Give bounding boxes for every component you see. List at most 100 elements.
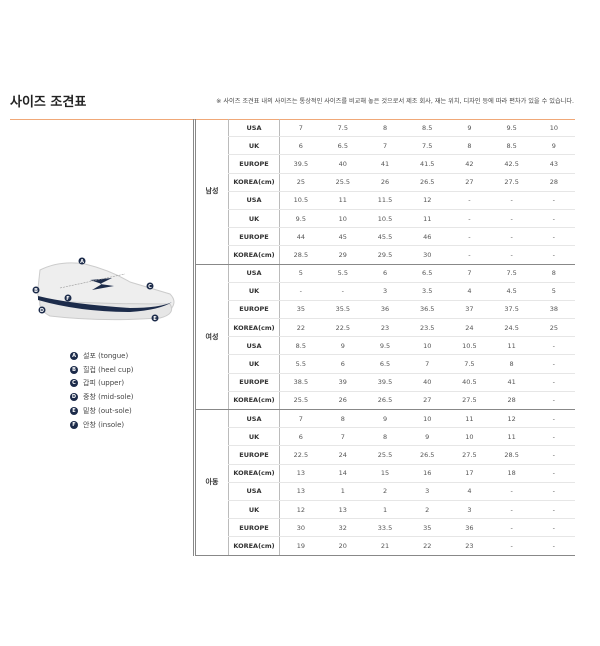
size-cell: 41 — [363, 154, 407, 174]
svg-text:D: D — [40, 308, 44, 314]
table-row: 남성 USA 7 7.5 8 8.5 9 9.5 10 — [194, 119, 575, 265]
table-row: KOREA(cm) 22 22.5 23 23.5 24 24.5 25 — [195, 318, 575, 338]
size-cell: - — [490, 536, 533, 556]
svg-text:F: F — [66, 296, 69, 302]
badge-d-icon: D — [70, 393, 78, 402]
size-cell: 2 — [363, 481, 407, 501]
size-cell: 35 — [279, 300, 322, 320]
shoe-diagram-image: A B C D E F — [32, 257, 175, 322]
size-cell: 5.5 — [321, 264, 364, 283]
size-cell: 8.5 — [279, 336, 322, 356]
size-cell: 27 — [448, 173, 491, 192]
size-cell: 9 — [363, 409, 407, 429]
size-cell: 6.5 — [406, 264, 449, 283]
size-cell: 22 — [279, 318, 322, 338]
size-cell: 28.5 — [490, 445, 533, 465]
size-cell: - — [448, 190, 491, 210]
size-cell: 9.5 — [490, 119, 533, 138]
size-cell: 9 — [406, 427, 449, 447]
table-row: UK 12 13 1 2 3- - — [195, 500, 575, 520]
size-cell: 9.5 — [279, 209, 322, 229]
size-cell: 8 — [363, 427, 407, 447]
size-cell: 10 — [406, 336, 449, 356]
size-cell: - — [490, 190, 533, 210]
size-system-label: USA — [228, 481, 280, 501]
size-cell: 41.5 — [406, 154, 449, 174]
size-system-label: KOREA(cm) — [228, 536, 280, 556]
size-cell: 29.5 — [363, 245, 407, 265]
size-cell: 9 — [532, 136, 575, 156]
size-cell: 40.5 — [448, 373, 491, 392]
size-cell: - — [532, 518, 575, 538]
size-system-label: UK — [228, 427, 280, 447]
legend-item: D 중창 (mid-sole) — [70, 390, 134, 404]
size-cell: 8.5 — [406, 119, 449, 138]
table-row: EUROPE 44 45 45.5 46- - - — [195, 227, 575, 247]
size-cell: 8 — [532, 264, 575, 283]
table-row: KOREA(cm) 25.5 26 26.5 27 27.5 28- — [195, 391, 575, 411]
size-cell: 28 — [532, 173, 575, 192]
size-cell: 7 — [279, 119, 322, 138]
size-cell: 35.5 — [321, 300, 364, 320]
size-cell: 22.5 — [321, 318, 364, 338]
size-cell: - — [532, 445, 575, 465]
size-cell: 46 — [406, 227, 449, 247]
size-cell: 13 — [279, 481, 322, 501]
size-system-label: KOREA(cm) — [228, 318, 280, 338]
table-row: UK - -3 3.5 4 4.5 5 — [195, 282, 575, 301]
badge-b-icon: B — [70, 365, 78, 374]
size-cell: 10.5 — [279, 190, 322, 210]
size-cell: 5 — [532, 282, 575, 301]
table-row: EUROPE 30 32 33.5 35 36- - — [195, 518, 575, 538]
size-cell: 6.5 — [321, 136, 364, 156]
size-cell: 36.5 — [406, 300, 449, 320]
size-cell: 30 — [406, 245, 449, 265]
size-system-label: USA — [228, 264, 280, 283]
size-cell: 19 — [279, 536, 322, 556]
size-cell: 25.5 — [279, 391, 322, 411]
size-cell: 7 — [279, 409, 322, 429]
size-cell: 3 — [448, 500, 491, 520]
size-cell: 12 — [490, 409, 533, 429]
svg-text:B: B — [34, 288, 38, 294]
size-cell: 43 — [532, 154, 575, 174]
size-cell: 15 — [363, 464, 407, 483]
table-row: UK 5.5 6 6.5 7 7.5 8- — [195, 354, 575, 374]
size-cell: - — [448, 209, 491, 229]
size-system-label: UK — [228, 282, 280, 301]
size-system-label: KOREA(cm) — [228, 245, 280, 265]
size-cell: 6 — [363, 264, 407, 283]
size-cell: - — [490, 500, 533, 520]
size-cell: - — [279, 282, 322, 301]
size-cell: 10 — [321, 209, 364, 229]
size-cell: 3 — [406, 481, 449, 501]
table-row: UK 6 6.5 7 7.5 8 8.5 9 — [195, 136, 575, 156]
size-cell: 10.5 — [448, 336, 491, 356]
size-system-label: EUROPE — [228, 518, 280, 538]
size-cell: 8.5 — [490, 136, 533, 156]
size-cell: 11 — [490, 427, 533, 447]
size-cell: 8 — [490, 354, 533, 374]
size-cell: 12 — [406, 190, 449, 210]
size-cell: 9 — [321, 336, 364, 356]
size-cell: 6 — [279, 427, 322, 447]
table-row: EUROPE 38.5 39 39.5 40 40.5 41- — [195, 373, 575, 392]
size-cell: 13 — [321, 500, 364, 520]
size-cell: 41 — [490, 373, 533, 392]
page-title: 사이즈 조견표 — [10, 95, 87, 110]
svg-text:E: E — [153, 316, 157, 322]
size-system-label: UK — [228, 136, 280, 156]
size-cell: 11 — [448, 409, 491, 429]
size-cell: - — [532, 227, 575, 247]
size-cell: 23.5 — [406, 318, 449, 338]
size-cell: 4 — [448, 481, 491, 501]
size-cell: 8 — [448, 136, 491, 156]
size-cell: 38.5 — [279, 373, 322, 392]
size-cell: - — [490, 227, 533, 247]
size-cell: - — [532, 536, 575, 556]
legend-label: 안창 (insole) — [83, 420, 125, 429]
size-cell: 11 — [321, 190, 364, 210]
size-system-label: EUROPE — [228, 445, 280, 465]
legend-item: A 설포 (tongue) — [70, 349, 134, 363]
size-cell: 8 — [363, 119, 407, 138]
